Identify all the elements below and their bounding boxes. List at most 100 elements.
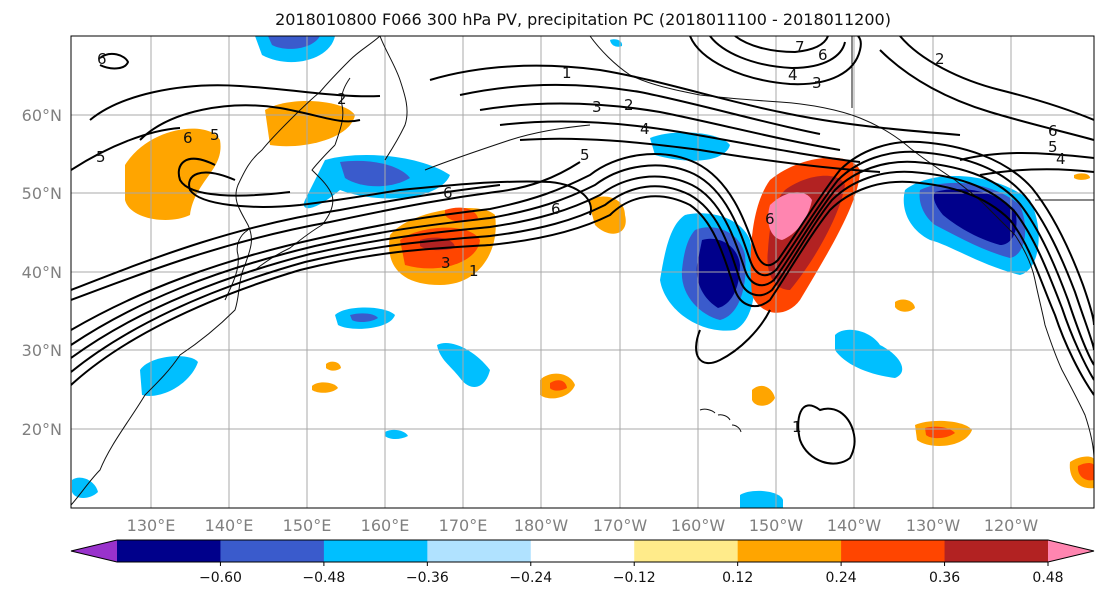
precip-positive-region — [265, 100, 355, 147]
contour-label: 2 — [935, 50, 945, 68]
precip-positive-region — [752, 385, 775, 406]
pv-contour-line — [89, 84, 381, 121]
colorbar: −0.60 −0.48 −0.36 −0.24 −0.12 0.12 0.24 0.36 0.4… — [70, 539, 1095, 586]
pv-contour-line — [71, 150, 1094, 351]
colorbar-tick-label: 0.24 — [826, 570, 857, 586]
precip-negative-region — [650, 132, 730, 161]
pv-contour-line — [188, 171, 592, 216]
contour-label: 2 — [624, 96, 634, 114]
contour-label: 3 — [812, 74, 822, 92]
pv-contour-line — [709, 36, 846, 70]
lat-label: 20°N — [22, 420, 62, 439]
pv-contour-line — [429, 64, 961, 136]
pv-contour-line — [71, 160, 1094, 366]
lon-label: 160°W — [671, 516, 726, 535]
precip-negative-region — [350, 313, 378, 323]
pv-contour-line — [959, 152, 1094, 161]
contour-labels: 6 6 5 5 7 6 4 3 2 1 2 3 4 5 6 6 6 5 4 2 … — [96, 38, 1066, 436]
colorbar-tick-label: −0.60 — [199, 570, 242, 586]
pv-contour-line — [479, 102, 841, 151]
colorbar-segment — [944, 540, 1049, 562]
precip-positive-region — [1074, 173, 1090, 180]
pv-contour-line — [177, 157, 291, 197]
pv-contour-line — [99, 52, 130, 70]
colorbar-tick-label: 0.48 — [1032, 570, 1063, 586]
lon-label: 180°W — [514, 516, 569, 535]
pv-contour-line — [879, 49, 1094, 141]
longitude-labels: 130°E 140°E 150°E 160°E 170°E 180°W 170°… — [127, 516, 1039, 535]
contour-label: 5 — [580, 146, 590, 164]
colorbar-tick-label: −0.36 — [406, 570, 449, 586]
lat-label: 40°N — [22, 263, 62, 282]
colorbar-extend-low — [71, 540, 117, 562]
pv-contour-line — [519, 137, 881, 173]
pv-contour-line — [71, 127, 181, 171]
colorbar-tick-label: −0.48 — [302, 570, 345, 586]
colorbar-segment — [737, 540, 842, 562]
pv-contour-line — [979, 168, 1094, 176]
precip-negative-region — [340, 160, 410, 187]
lat-label: 30°N — [22, 341, 62, 360]
precip-negative-region — [933, 189, 1017, 245]
colorbar-segment — [323, 540, 428, 562]
contour-label: 5 — [1048, 138, 1058, 156]
lon-label: 150°W — [749, 516, 804, 535]
alaska-coastline — [589, 36, 1016, 236]
contour-label: 3 — [592, 98, 602, 116]
contour-label: 5 — [96, 148, 106, 166]
pv-contour-line — [71, 140, 1094, 331]
aleutian-islands — [424, 124, 591, 171]
lon-label: 140°E — [205, 516, 254, 535]
precip-positive-region — [588, 196, 626, 234]
pv-contour-line — [459, 83, 821, 135]
colorbar-segment — [530, 540, 635, 562]
contour-label: 4 — [1056, 150, 1066, 168]
contour-label: 5 — [210, 126, 220, 144]
kamchatka-coastline — [379, 36, 408, 161]
pv-contour-line — [71, 180, 1094, 396]
north-america-coastline — [1014, 234, 1094, 461]
pv-contour-line — [71, 170, 1094, 381]
contour-label: 4 — [788, 66, 798, 84]
colorbar-tick-label: 0.12 — [722, 570, 753, 586]
contour-label: 6 — [443, 184, 453, 202]
contour-label: 1 — [562, 64, 572, 82]
colorbar-segment — [427, 540, 532, 562]
precip-negative-region — [696, 238, 740, 308]
lon-label: 170°W — [593, 516, 648, 535]
lon-label: 120°W — [984, 516, 1039, 535]
japan-coastline — [254, 144, 336, 271]
contour-label: 3 — [441, 254, 451, 272]
precip-positive-region — [312, 382, 338, 393]
lon-label: 130°W — [906, 516, 961, 535]
pv-contour-line — [499, 120, 861, 163]
lon-label: 160°E — [361, 516, 410, 535]
coastlines — [71, 36, 1094, 506]
pv-contours — [71, 36, 1094, 465]
precip-positive-region — [768, 192, 812, 240]
latitude-labels: 20°N 30°N 40°N 50°N 60°N — [22, 106, 62, 439]
contour-label: 6 — [97, 50, 107, 68]
colorbar-tick-label: −0.24 — [509, 570, 552, 586]
gridlines — [71, 36, 1094, 508]
hawaii-islands — [699, 408, 742, 433]
sakhalin-coastline — [334, 77, 351, 146]
precip-negative-region — [610, 39, 623, 47]
lon-label: 170°E — [439, 516, 488, 535]
map-frame — [70, 35, 1095, 509]
contour-label: 6 — [1048, 122, 1058, 140]
precip-positive-region — [125, 128, 221, 220]
colorbar-tick-label: −0.12 — [613, 570, 656, 586]
precip-positive-region — [1077, 463, 1094, 481]
colorbar-segment — [841, 540, 946, 562]
contour-label: 6 — [551, 200, 561, 218]
colorbar-segment — [634, 540, 739, 562]
contour-label: 1 — [469, 262, 479, 280]
pv-contour-line — [689, 36, 862, 86]
pv-contour-line — [797, 404, 856, 465]
korea-coastline — [224, 229, 249, 301]
contour-label: 6 — [183, 129, 193, 147]
figure-title: 2018010800 F066 300 hPa PV, precipitatio… — [275, 10, 891, 29]
contour-label: 6 — [818, 46, 828, 64]
